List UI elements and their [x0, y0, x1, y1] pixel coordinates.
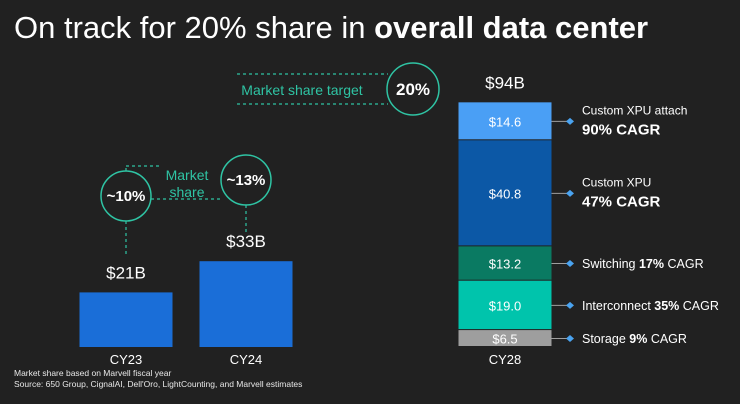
connector-marker-switching — [566, 260, 574, 268]
market-share-label-line-1: Market — [166, 167, 209, 183]
legend-storage: Storage 9% CAGR — [582, 332, 687, 346]
segment-label-custom-xpu: $40.8 — [489, 186, 522, 201]
legend-title-custom-xpu: Custom XPU — [582, 175, 651, 189]
legend-cagr-custom-xpu-attach: 90% CAGR — [582, 121, 661, 138]
value-label-cy23: $21B — [106, 263, 146, 282]
legend-cagr-custom-xpu: 47% CAGR — [582, 193, 661, 210]
title-bold: overall data center — [374, 10, 649, 45]
share-value-cy23: ~10% — [107, 188, 146, 205]
connector-marker-interconnect — [566, 301, 574, 309]
legend-interconnect: Interconnect 35% CAGR — [582, 299, 719, 313]
connector-marker-custom-xpu — [566, 189, 574, 197]
connector-marker-storage — [566, 335, 574, 343]
share-circle-cy23 — [100, 170, 152, 222]
segment-interconnect — [458, 280, 552, 330]
target-value: 20% — [396, 80, 430, 99]
footnote-line-1: Market share based on Marvell fiscal yea… — [14, 368, 172, 378]
market-share-label-line-2: share — [169, 184, 204, 200]
bar-cy23 — [79, 292, 173, 347]
target-circle — [386, 62, 440, 116]
segment-storage — [458, 330, 552, 346]
segment-custom-xpu — [458, 140, 552, 246]
target-label: Market share target — [241, 82, 362, 98]
segment-label-interconnect: $19.0 — [489, 298, 522, 313]
footnote: Market share based on Marvell fiscal yea… — [14, 368, 302, 390]
value-label-cy24: $33B — [226, 232, 266, 251]
axis-label-cy23: CY23 — [110, 352, 143, 367]
share-value-cy24: ~13% — [227, 172, 266, 189]
connector-marker-custom-xpu-attach — [566, 117, 574, 125]
footnote-line-2: Source: 650 Group, CignalAI, Dell'Oro, L… — [14, 379, 303, 389]
segment-label-switching: $13.2 — [489, 257, 522, 272]
value-label-cy28: $94B — [485, 73, 525, 92]
axis-label-cy28: CY28 — [489, 352, 522, 367]
title-prefix: On track for 20% share in — [14, 10, 375, 45]
legend-title-custom-xpu-attach: Custom XPU attach — [582, 103, 687, 117]
share-circle-cy24 — [220, 154, 272, 206]
legend-switching: Switching 17% CAGR — [582, 257, 704, 271]
axis-label-cy24: CY24 — [230, 352, 263, 367]
segment-label-storage: $6.5 — [492, 332, 517, 347]
segment-custom-xpu-attach — [458, 102, 552, 140]
segment-switching — [458, 246, 552, 280]
slide-title: On track for 20% share in overall data c… — [14, 8, 648, 48]
segment-label-custom-xpu-attach: $14.6 — [489, 114, 522, 129]
bar-cy24 — [199, 261, 293, 347]
